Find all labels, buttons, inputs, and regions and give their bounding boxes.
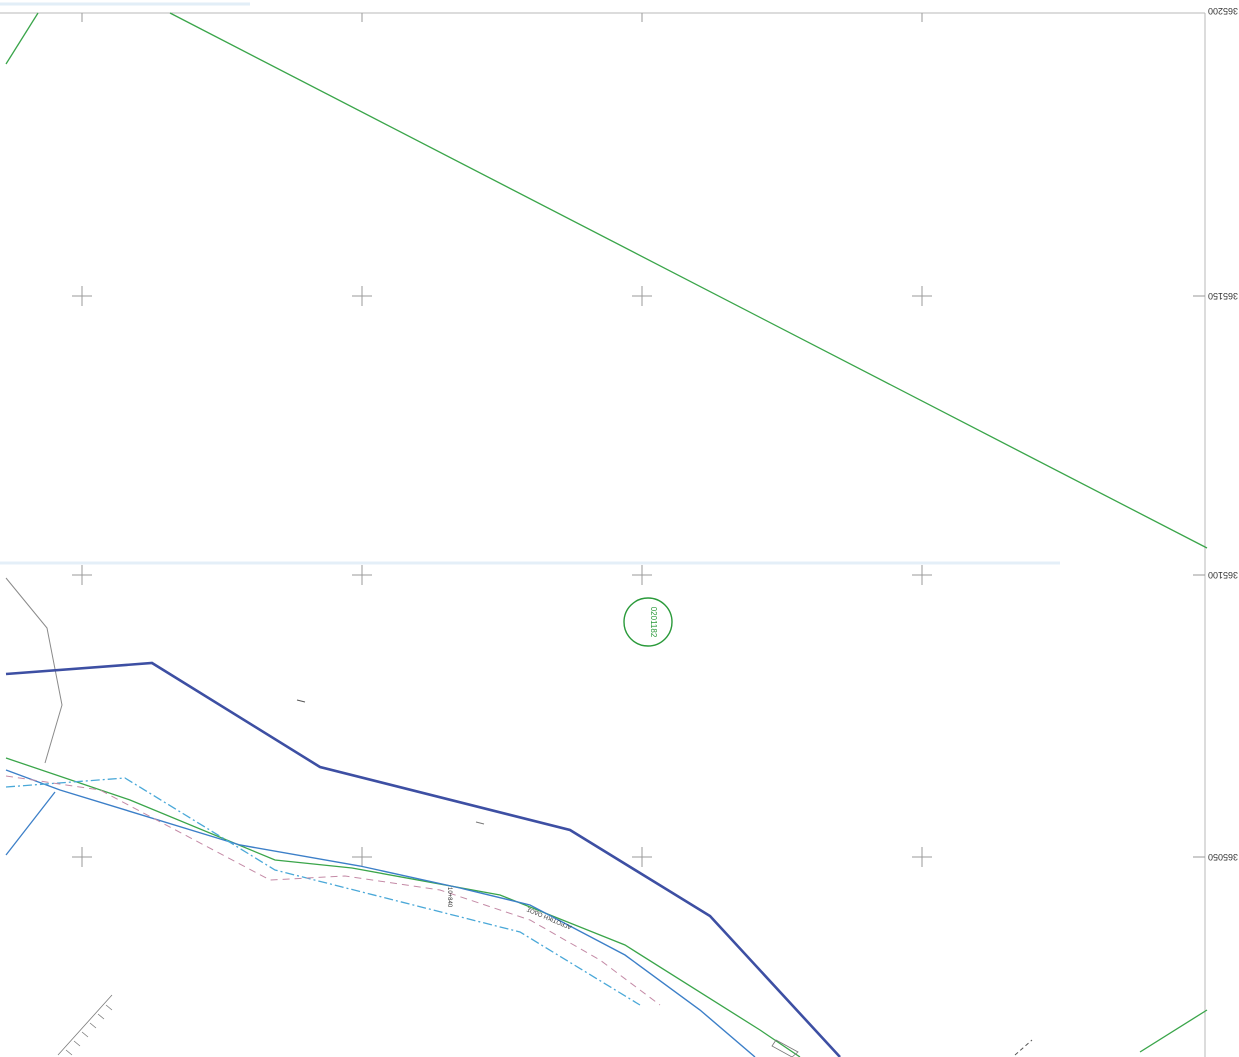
gray-boundary-left [5,577,63,764]
grid-crosses [72,286,932,867]
chainage-label: 10+840 [446,887,452,908]
hatched-edge-bottomleft [57,994,113,1056]
road-line-blue [5,769,756,1057]
coord-label-top: 365200 [1208,6,1238,16]
culvert-symbol [771,1039,799,1057]
speck-1 [296,699,306,703]
road-boundary-green [5,757,801,1057]
parcel-boundary-lowerright [1139,1009,1208,1053]
speck-2 [475,821,485,825]
parcel-id-label: 0201182 [649,607,658,638]
dashdot-line-cyan [5,777,641,1006]
road-name-label: ΑΓΡΟΤΙΚΗ ΟΔΟΣ [526,905,573,929]
dashed-mark-bottomright [1014,1039,1033,1056]
stream-stub-blue [5,791,56,856]
road-edge-dark-blue [5,661,841,1057]
parcel-boundary-topleft [5,12,39,65]
top-edge-ticks [81,13,923,22]
dashed-line-pink [5,775,661,1006]
right-edge-ticks [1193,295,1205,858]
parcel-id-circle [623,597,673,647]
coord-label-middle: 365100 [1208,570,1238,580]
parcel-boundary-diagonal [169,12,1208,549]
coord-label-upper: 365150 [1208,291,1238,301]
coord-label-lower: 365050 [1208,852,1238,862]
